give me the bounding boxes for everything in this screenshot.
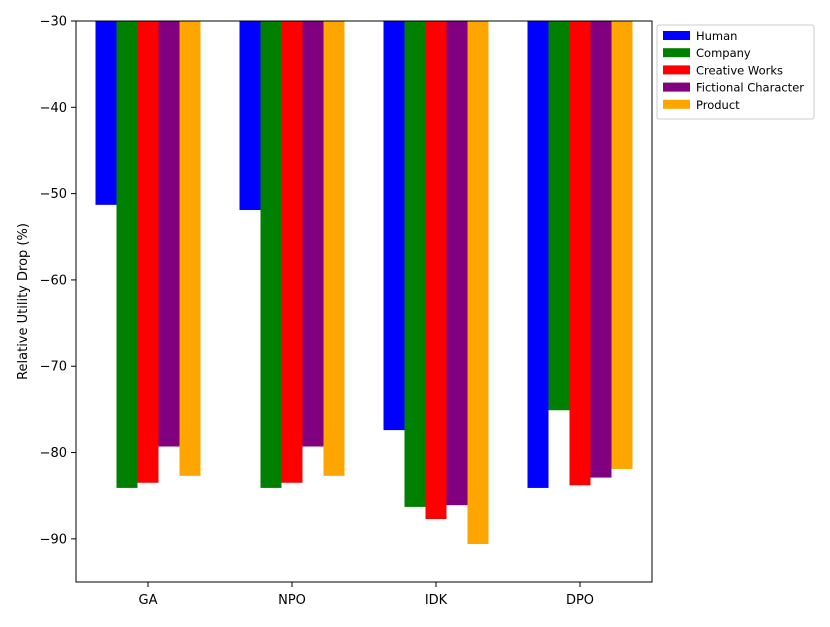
y-tick-label: −90	[40, 532, 67, 547]
y-tick-label: −50	[40, 187, 67, 202]
bar-npo-product	[323, 21, 345, 476]
legend-label-fictional-character: Fictional Character	[696, 81, 804, 95]
bar-dpo-creative-works	[569, 21, 591, 486]
bar-npo-company	[260, 21, 282, 488]
y-axis: −30 −40 −50 −60 −70 −80 −90	[40, 15, 76, 547]
legend-swatch-creative-works	[663, 65, 690, 75]
bar-ga-creative-works	[137, 21, 159, 483]
legend-swatch-product	[663, 99, 690, 109]
legend-swatch-company	[663, 48, 690, 58]
x-tick-label: NPO	[278, 593, 306, 608]
bar-idk-fictional-character	[446, 21, 468, 506]
bar-dpo-human	[527, 21, 549, 488]
bar-dpo-fictional-character	[590, 21, 612, 478]
legend-swatch-fictional-character	[663, 82, 690, 92]
y-tick-label: −70	[40, 360, 67, 375]
bars-layer	[95, 21, 633, 545]
legend-swatch-human	[663, 31, 690, 40]
bar-idk-creative-works	[425, 21, 447, 519]
legend-label-company: Company	[696, 46, 751, 60]
x-tick-label: DPO	[566, 593, 594, 608]
y-tick-label: −60	[40, 273, 67, 288]
legend: Human Company Creative Works Fictional Char…	[656, 24, 815, 120]
plot-frame	[75, 20, 653, 583]
bar-dpo-product	[611, 21, 633, 469]
bar-ga-human	[95, 21, 117, 205]
y-tick-label: −40	[40, 101, 67, 116]
axes-layer	[75, 20, 653, 583]
bar-npo-fictional-character	[302, 21, 324, 447]
x-tick-label: GA	[139, 593, 158, 608]
y-tick-label: −30	[40, 15, 67, 30]
legend-label-product: Product	[696, 98, 740, 112]
bar-idk-product	[467, 21, 489, 545]
bar-idk-company	[404, 21, 426, 507]
legend-label-human: Human	[696, 29, 737, 43]
bar-idk-human	[383, 21, 405, 431]
bar-ga-company	[116, 21, 138, 488]
bar-dpo-company	[548, 21, 570, 411]
y-tick-label: −80	[40, 446, 67, 461]
bar-ga-fictional-character	[158, 21, 180, 447]
legend-frame	[656, 24, 815, 120]
legend-label-creative-works: Creative Works	[696, 63, 783, 77]
bar-npo-human	[239, 21, 261, 211]
bar-npo-creative-works	[281, 21, 303, 483]
x-axis: GA NPO IDK DPO	[139, 582, 594, 608]
x-tick-label: IDK	[425, 593, 448, 608]
bar-ga-product	[179, 21, 201, 476]
y-axis-title: Relative Utility Drop (%)	[16, 223, 31, 380]
